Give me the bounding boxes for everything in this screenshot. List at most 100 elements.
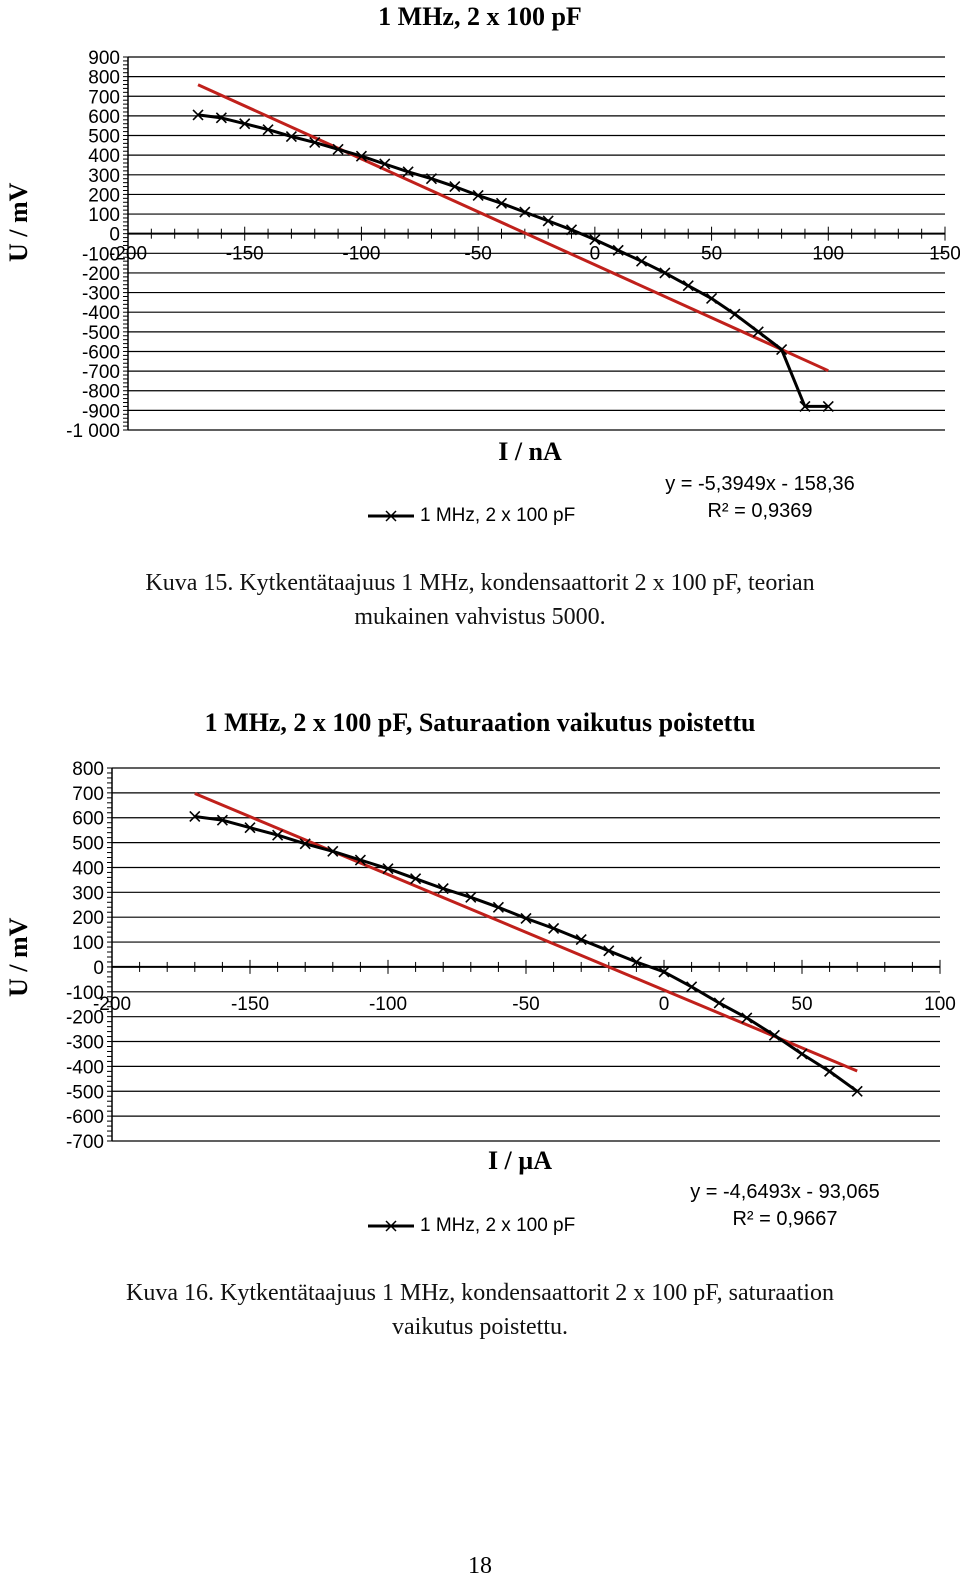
data-point-marker [776,343,788,356]
y-tick-label: 100 [88,205,120,226]
data-point-marker [520,912,532,925]
y-tick-label: 700 [72,784,104,805]
x-tick-label: -200 [93,994,131,1015]
chart1-plot: 9008007006005004003002001000-100-200-300… [66,48,960,442]
y-tick-label: -800 [82,382,120,403]
y-tick-label: -200 [66,1008,104,1029]
series-line [194,815,859,1093]
data-point-marker [741,1012,753,1024]
data-point-marker [603,945,615,957]
data-point-marker [402,166,414,178]
data-point-marker [354,854,366,866]
chart2-equation: y = -4,6493x - 93,065 [690,1181,880,1203]
data-point-marker [425,173,438,185]
data-point-marker [262,124,274,136]
data-point-marker [519,206,531,218]
chart2-title: 1 MHz, 2 x 100 pF, Saturaation vaikutus … [204,708,756,737]
x-tick-label: 100 [812,244,844,265]
caption-line: mukainen vahvistus 5000. [354,604,606,630]
y-tick-label: -600 [66,1107,104,1128]
y-tick-label: 600 [88,107,120,128]
x-tick-label: -50 [512,994,539,1015]
y-tick-label: 700 [88,87,120,108]
chart2-legend: 1 MHz, 2 x 100 pF [368,1215,575,1237]
data-point-marker [565,224,578,236]
x-tick-label: 100 [924,994,956,1015]
data-point-marker [216,814,228,826]
data-point-marker [682,280,694,292]
data-point-marker [612,244,624,256]
legend-line-marker-icon [368,510,414,522]
data-point-marker [658,966,670,978]
x-tick-label: 150 [929,244,960,265]
data-point-marker [379,158,391,170]
y-tick-label: -100 [82,244,120,265]
data-point-marker [851,1085,863,1097]
y-tick-label: 400 [72,858,104,879]
chart1-xlabel: I / nA [498,437,562,466]
data-point-marker [589,234,601,246]
data-point-marker [327,845,339,857]
y-tick-label: -700 [82,362,120,383]
data-point-marker [659,267,671,279]
data-point-marker [244,822,256,834]
chart2-trendline-equation: y = -4,6493x - 93,065 R² = 0,9667 [680,1179,890,1233]
x-tick-label: 0 [659,994,670,1015]
y-tick-label: 300 [88,166,120,187]
data-point-marker [285,130,297,143]
chart2-xlabel: I / µA [487,1146,553,1175]
x-tick-label: 0 [590,244,601,265]
data-point-marker [752,326,764,338]
y-tick-label: -100 [66,983,104,1004]
y-tick-label: -300 [82,284,120,305]
y-tick-label: -500 [66,1082,104,1103]
y-tick-label: 800 [72,759,104,780]
data-point-marker [332,143,344,155]
data-point-marker [272,829,284,841]
y-tick-label: 0 [109,225,120,246]
data-point-marker [822,400,834,413]
page-number: 18 [468,1553,492,1579]
data-point-marker [630,956,642,968]
data-point-marker [189,810,201,823]
data-point-marker [635,255,648,267]
y-tick-label: 600 [72,809,104,830]
x-tick-label: -100 [369,994,407,1015]
trendline [197,83,829,373]
figure-15-caption: Kuva 15. Kytkentätaajuus 1 MHz, kondensa… [0,566,960,634]
data-point-marker [355,150,367,162]
data-point-marker [495,197,508,209]
y-tick-label: 200 [88,185,120,206]
data-point-marker [686,981,698,993]
x-tick-label: 50 [791,994,812,1015]
y-tick-label: -300 [66,1033,104,1054]
chart1-equation: y = -5,3949x - 158,36 [665,473,855,495]
y-tick-label: -900 [82,401,120,422]
data-point-marker [437,883,449,895]
y-tick-label: -500 [82,323,120,344]
chart2-plot: 8007006005004003002001000-100-200-300-40… [66,759,956,1153]
data-point-marker [215,112,227,124]
x-tick-label: -50 [464,244,491,265]
x-tick-label: 50 [701,244,722,265]
trendline [194,792,858,1073]
y-tick-label: -400 [82,303,120,324]
x-tick-label: -150 [231,994,269,1015]
chart1-title: 1 MHz, 2 x 100 pF [378,2,582,31]
data-point-marker [799,400,811,413]
y-tick-label: -600 [82,342,120,363]
chart1-legend-label: 1 MHz, 2 x 100 pF [420,505,576,526]
chart1-r2: R² = 0,9369 [707,500,813,522]
caption-line: Kuva 16. Kytkentätaajuus 1 MHz, kondensa… [126,1280,834,1306]
legend-line-marker-icon [368,1220,414,1232]
chart1-trendline-equation: y = -5,3949x - 158,36 R² = 0,9369 [660,471,860,525]
chart1-legend: 1 MHz, 2 x 100 pF [368,505,575,527]
y-tick-label: 200 [72,908,104,929]
data-point-marker [410,873,422,885]
figure-16-caption: Kuva 16. Kytkentätaajuus 1 MHz, kondensa… [0,1276,960,1344]
data-point-marker [713,997,725,1009]
chart2-legend-label: 1 MHz, 2 x 100 pF [420,1215,576,1236]
data-point-marker [465,891,477,903]
x-tick-label: -150 [226,244,264,265]
data-point-marker [239,118,251,130]
